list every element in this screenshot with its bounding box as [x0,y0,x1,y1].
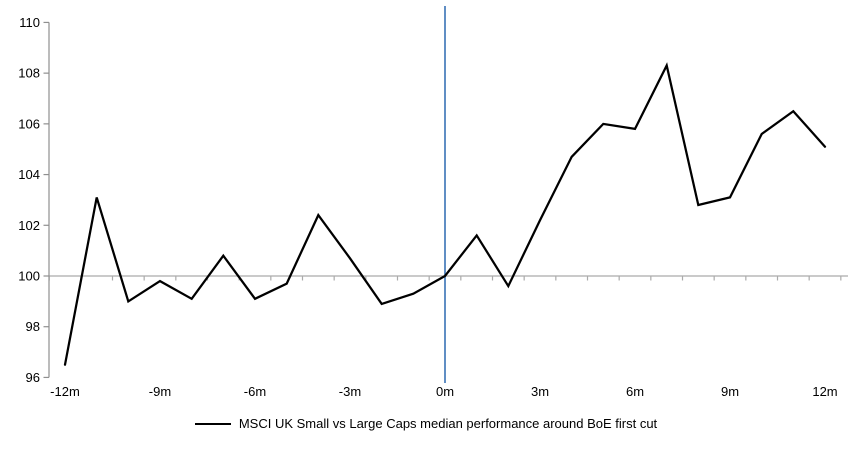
x-tick-label: -6m [244,384,266,399]
x-tick-label: 3m [531,384,549,399]
x-tick-label: -12m [50,384,80,399]
y-tick-label: 100 [18,269,40,284]
y-tick-label: 96 [26,370,40,385]
x-tick-label: 12m [812,384,837,399]
x-tick-label: 0m [436,384,454,399]
x-tick-label: 6m [626,384,644,399]
legend-line-swatch [194,422,231,425]
x-tick-label: 9m [721,384,739,399]
y-tick-label: 108 [18,66,40,81]
x-tick-label: -9m [149,384,171,399]
y-tick-label: 104 [18,167,40,182]
legend: MSCI UK Small vs Large Caps median perfo… [0,416,852,431]
y-tick-label: 102 [18,218,40,233]
y-tick-label: 98 [26,319,40,334]
series-line [63,62,827,366]
x-tick-label: -3m [339,384,361,399]
legend-label: MSCI UK Small vs Large Caps median perfo… [238,416,658,431]
y-tick-label: 106 [18,116,40,131]
y-tick-label: 110 [19,15,40,30]
